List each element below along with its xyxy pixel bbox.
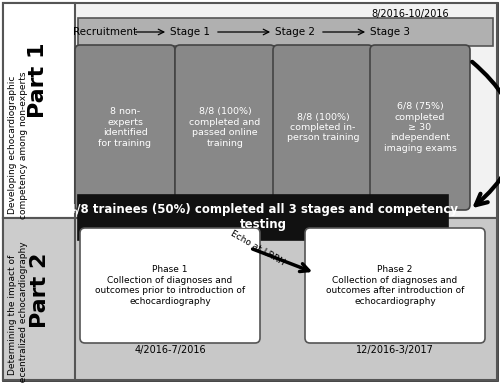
Text: 4/2016-7/2016: 4/2016-7/2016 (134, 345, 206, 355)
Text: Part 2: Part 2 (30, 252, 50, 328)
Bar (3, 218, 497, 380)
Text: 8/8 (100%)
completed and
passed online
training: 8/8 (100%) completed and passed online t… (190, 107, 260, 147)
FancyBboxPatch shape (370, 45, 470, 210)
Bar (3, 3, 75, 218)
Text: 8/2016-10/2016: 8/2016-10/2016 (371, 9, 449, 19)
Text: Stage 2: Stage 2 (275, 27, 315, 37)
Bar (78, 195, 448, 240)
Text: Phase 1
Collection of diagnoses and
outcomes prior to introduction of
echocardio: Phase 1 Collection of diagnoses and outc… (95, 265, 245, 306)
Text: Stage 3: Stage 3 (370, 27, 410, 37)
FancyBboxPatch shape (175, 45, 275, 210)
Text: Determining the impact of
decentralized echocardiography: Determining the impact of decentralized … (8, 242, 28, 383)
Text: 4/8 trainees (50%) completed all 3 stages and competency
testing: 4/8 trainees (50%) completed all 3 stage… (68, 203, 458, 231)
Text: 8/8 (100%)
completed in-
person training: 8/8 (100%) completed in- person training (287, 113, 359, 142)
Text: Part 1: Part 1 (28, 42, 48, 118)
Bar (3, 3, 497, 218)
Bar (78, 18, 493, 46)
FancyBboxPatch shape (273, 45, 373, 210)
FancyBboxPatch shape (75, 45, 175, 210)
FancyBboxPatch shape (80, 228, 260, 343)
Text: 8 non-
experts
identified
for training: 8 non- experts identified for training (98, 107, 152, 147)
Text: Developing echocardiographic
competency among non-experts: Developing echocardiographic competency … (8, 71, 28, 219)
Bar (3, 218, 75, 380)
Text: Stage 1: Stage 1 (170, 27, 210, 37)
Text: Echo at LRRH: Echo at LRRH (230, 229, 286, 267)
Text: Recruitment: Recruitment (73, 27, 137, 37)
FancyBboxPatch shape (305, 228, 485, 343)
Text: 12/2016-3/2017: 12/2016-3/2017 (356, 345, 434, 355)
Text: 6/8 (75%)
completed
≥ 30
independent
imaging exams: 6/8 (75%) completed ≥ 30 independent ima… (384, 102, 456, 153)
Text: Phase 2
Collection of diagnoses and
outcomes after introduction of
echocardiogra: Phase 2 Collection of diagnoses and outc… (326, 265, 464, 306)
